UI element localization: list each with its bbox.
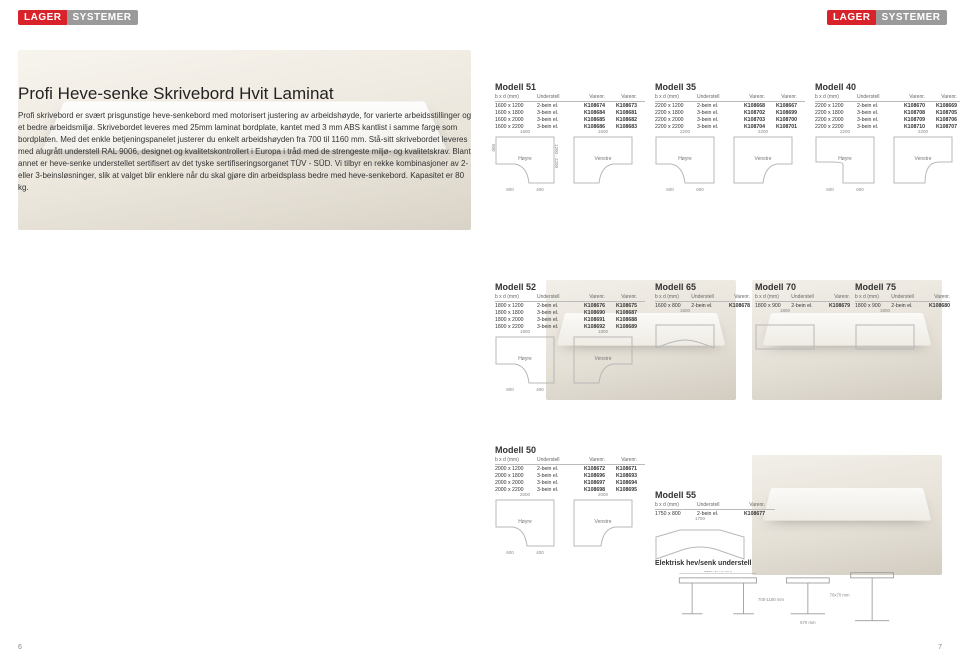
logo-word-lager: LAGER <box>827 10 877 25</box>
logo-word-systemer: SYSTEMER <box>876 10 947 25</box>
page-number-left: 6 <box>18 644 22 651</box>
logo-word-lager: LAGER <box>18 10 68 25</box>
table-header: b x d (mm)Understell Varenr.Varenr. <box>655 94 805 102</box>
electric-understell-diagram: Elektrisk hev/senk understell 1110-1770 … <box>655 560 945 633</box>
table-row: 2200 x 18003-bein el.K108702K108699 <box>655 109 805 116</box>
table-row: 1800 x 12002-bein el.K108676K108675 <box>495 302 645 309</box>
model-65: Modell 65 b x d (mm)UnderstellVarenr. 16… <box>655 282 750 365</box>
table-row: 2000 x 12002-bein el.K108672K108671 <box>495 465 645 472</box>
table-row: 2000 x 18003-bein el.K108696K108693 <box>495 472 645 479</box>
table-body: 1800 x 12002-bein el.K108676K1086751800 … <box>495 302 645 330</box>
table-row: 2200 x 18003-bein el.K108708K108705 <box>815 109 960 116</box>
page-title: Profi Heve-senke Skrivebord Hvit Laminat <box>18 84 334 104</box>
table-row: 1600 x 20003-bein el.K108685K108682 <box>495 116 645 123</box>
svg-text:70x70 mm: 70x70 mm <box>830 593 850 598</box>
table-header: b x d (mm) Understell Varenr. Varenr. <box>495 94 645 102</box>
model-name: Modell 35 <box>655 82 805 92</box>
shape-left: 1600 Venstre <box>573 136 633 186</box>
table-row: 2000 x 20003-bein el.K108697K108694 <box>495 479 645 486</box>
table-body: 1600 x 12002-bein el.K108674K1086731600 … <box>495 102 645 130</box>
table-body: 2000 x 12002-bein el.K108672K1086712000 … <box>495 465 645 493</box>
model-35: Modell 35 b x d (mm)Understell Varenr.Va… <box>655 82 805 186</box>
brand-logo-left: LAGER SYSTEMER <box>18 8 133 26</box>
table-body: 2200 x 12002-bein el.K108668K1086672200 … <box>655 102 805 130</box>
product-description: Profi skrivebord er svært prisgunstige h… <box>18 110 473 194</box>
model-75: Modell 75 b x d (mm)UnderstellVarenr. 18… <box>855 282 950 365</box>
diagram-title: Elektrisk hev/senk understell <box>655 560 945 567</box>
logo-word-systemer: SYSTEMER <box>67 10 138 25</box>
shape-diagrams: 1600 800 1200 - 2200 Høyre 800400 1600 V… <box>495 136 645 186</box>
table-row: 2200 x 20003-bein el.K108709K108706 <box>815 116 960 123</box>
model-40: Modell 40 b x d (mm)UnderstellVarenr.Var… <box>815 82 960 186</box>
page-number-right: 7 <box>938 644 942 651</box>
table-row: 1800 x 18003-bein el.K108690K108687 <box>495 309 645 316</box>
table-row: 2200 x 20003-bein el.K108703K108700 <box>655 116 805 123</box>
brand-logo-right: LAGER SYSTEMER <box>827 8 942 26</box>
model-52: Modell 52 b x d (mm)UnderstellVarenr.Var… <box>495 282 645 386</box>
svg-text:700-1160 mm: 700-1160 mm <box>758 597 784 602</box>
svg-text:670 mm: 670 mm <box>800 620 816 625</box>
model-50: Modell 50 b x d (mm)UnderstellVarenr.Var… <box>495 445 645 549</box>
table-body: 2200 x 12002-bein el.K108670K1086692200 … <box>815 102 960 130</box>
table-row: 1600 x 12002-bein el.K108674K108673 <box>495 102 645 109</box>
svg-text:1110-1770 mm: 1110-1770 mm <box>704 571 733 573</box>
model-51: Modell 51 b x d (mm) Understell Varenr. … <box>495 82 645 186</box>
model-name: Modell 51 <box>495 82 645 92</box>
product-photo-4 <box>752 455 942 575</box>
table-row: 2200 x 12002-bein el.K108670K108669 <box>815 102 960 109</box>
model-70: Modell 70 b x d (mm)UnderstellVarenr. 18… <box>755 282 850 365</box>
shape-right: 1600 800 1200 - 2200 Høyre 800400 <box>495 136 555 186</box>
table-row: 1800 x 20003-bein el.K108691K108688 <box>495 316 645 323</box>
table-row: 2200 x 12002-bein el.K108668K108667 <box>655 102 805 109</box>
table-row: 1600 x 18003-bein el.K108684K108681 <box>495 109 645 116</box>
